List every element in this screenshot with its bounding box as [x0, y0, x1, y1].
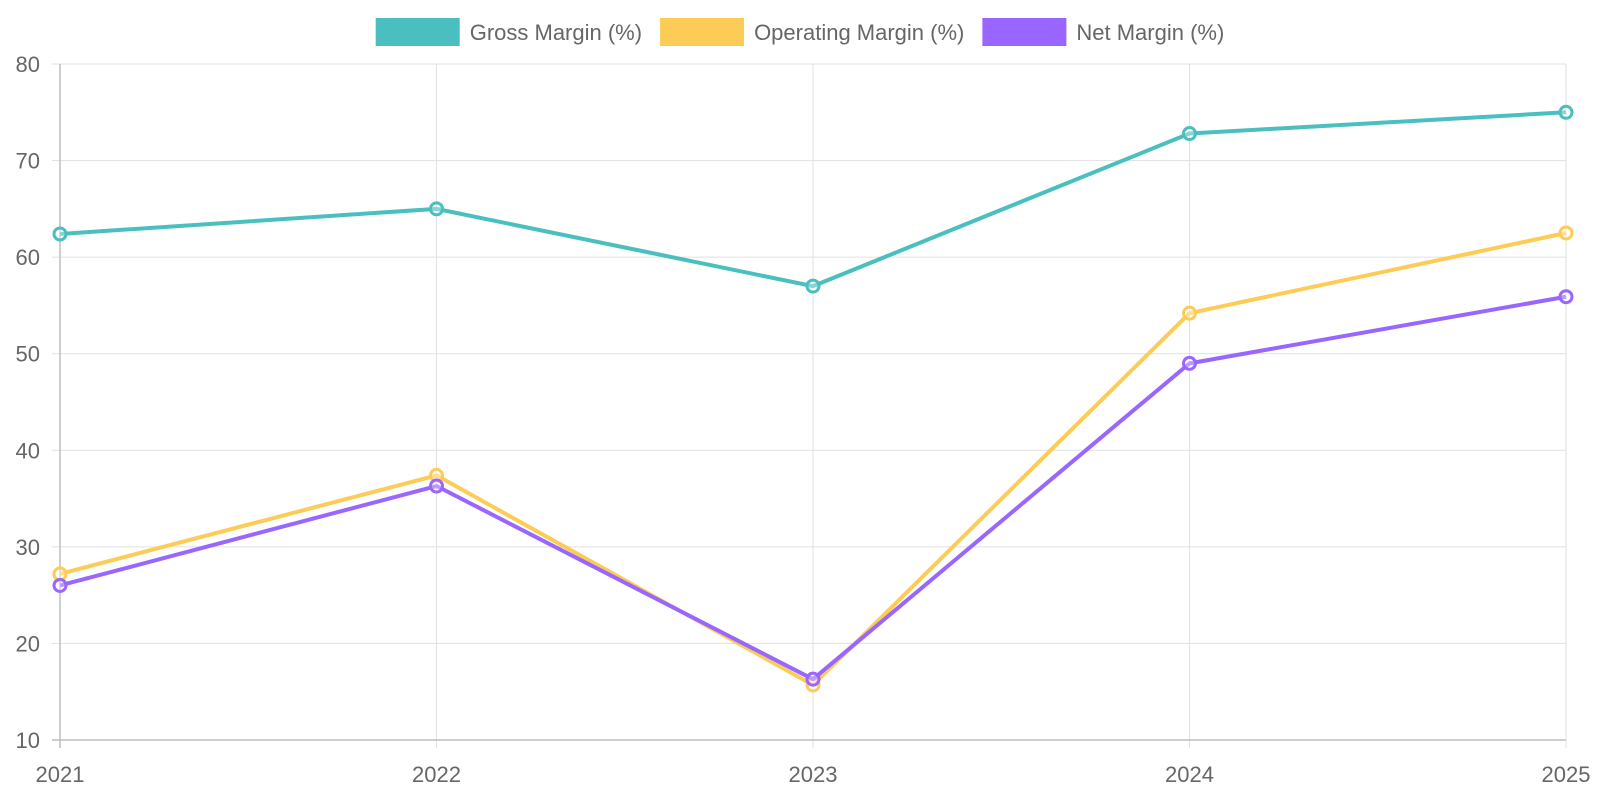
- x-tick-label: 2023: [789, 762, 838, 787]
- data-point[interactable]: [429, 201, 444, 217]
- data-point[interactable]: [1558, 225, 1574, 241]
- data-point[interactable]: [429, 478, 444, 494]
- data-point[interactable]: [52, 577, 68, 593]
- y-tick-label: 70: [16, 149, 40, 174]
- y-tick-label: 20: [16, 631, 40, 656]
- series-2: [52, 289, 1574, 687]
- series-lines: [52, 104, 1574, 693]
- legend-item[interactable]: Gross Margin (%): [375, 18, 642, 46]
- y-tick-label: 30: [16, 535, 40, 560]
- legend-swatch: [375, 18, 460, 46]
- legend-label: Gross Margin (%): [470, 20, 642, 45]
- legend-item[interactable]: Operating Margin (%): [660, 18, 964, 46]
- x-tick-label: 2025: [1542, 762, 1591, 787]
- data-point[interactable]: [805, 278, 821, 294]
- y-tick-label: 60: [16, 245, 40, 270]
- legend-swatch: [982, 18, 1067, 46]
- y-tick-label: 40: [16, 438, 40, 463]
- grid-lines: [52, 63, 1567, 748]
- legend-label: Net Margin (%): [1076, 20, 1224, 45]
- y-axis-ticks: 10 20 30 40 50 60 70 80: [16, 52, 40, 753]
- data-point[interactable]: [1558, 289, 1574, 305]
- data-point[interactable]: [1558, 104, 1574, 120]
- legend-item[interactable]: Net Margin (%): [982, 18, 1224, 46]
- x-tick-label: 2022: [412, 762, 461, 787]
- x-tick-label: 2021: [36, 762, 85, 787]
- data-point[interactable]: [1182, 355, 1197, 371]
- legend-swatch: [660, 18, 745, 46]
- chart-legend: Gross Margin (%) Operating Margin (%) Net …: [375, 18, 1224, 46]
- data-point[interactable]: [1182, 126, 1197, 142]
- data-point[interactable]: [805, 671, 821, 687]
- x-tick-label: 2024: [1165, 762, 1214, 787]
- y-tick-label: 10: [16, 728, 40, 753]
- data-point[interactable]: [52, 226, 68, 242]
- data-point[interactable]: [1182, 305, 1197, 321]
- axes: [52, 64, 1566, 748]
- series-0: [52, 104, 1574, 294]
- legend-label: Operating Margin (%): [754, 20, 964, 45]
- series-line: [59, 294, 1567, 682]
- series-line: [59, 110, 1567, 289]
- y-tick-label: 50: [16, 342, 40, 367]
- x-axis-ticks: 2021 2022 2023 2024 2025: [36, 762, 1591, 787]
- y-tick-label: 80: [16, 52, 40, 77]
